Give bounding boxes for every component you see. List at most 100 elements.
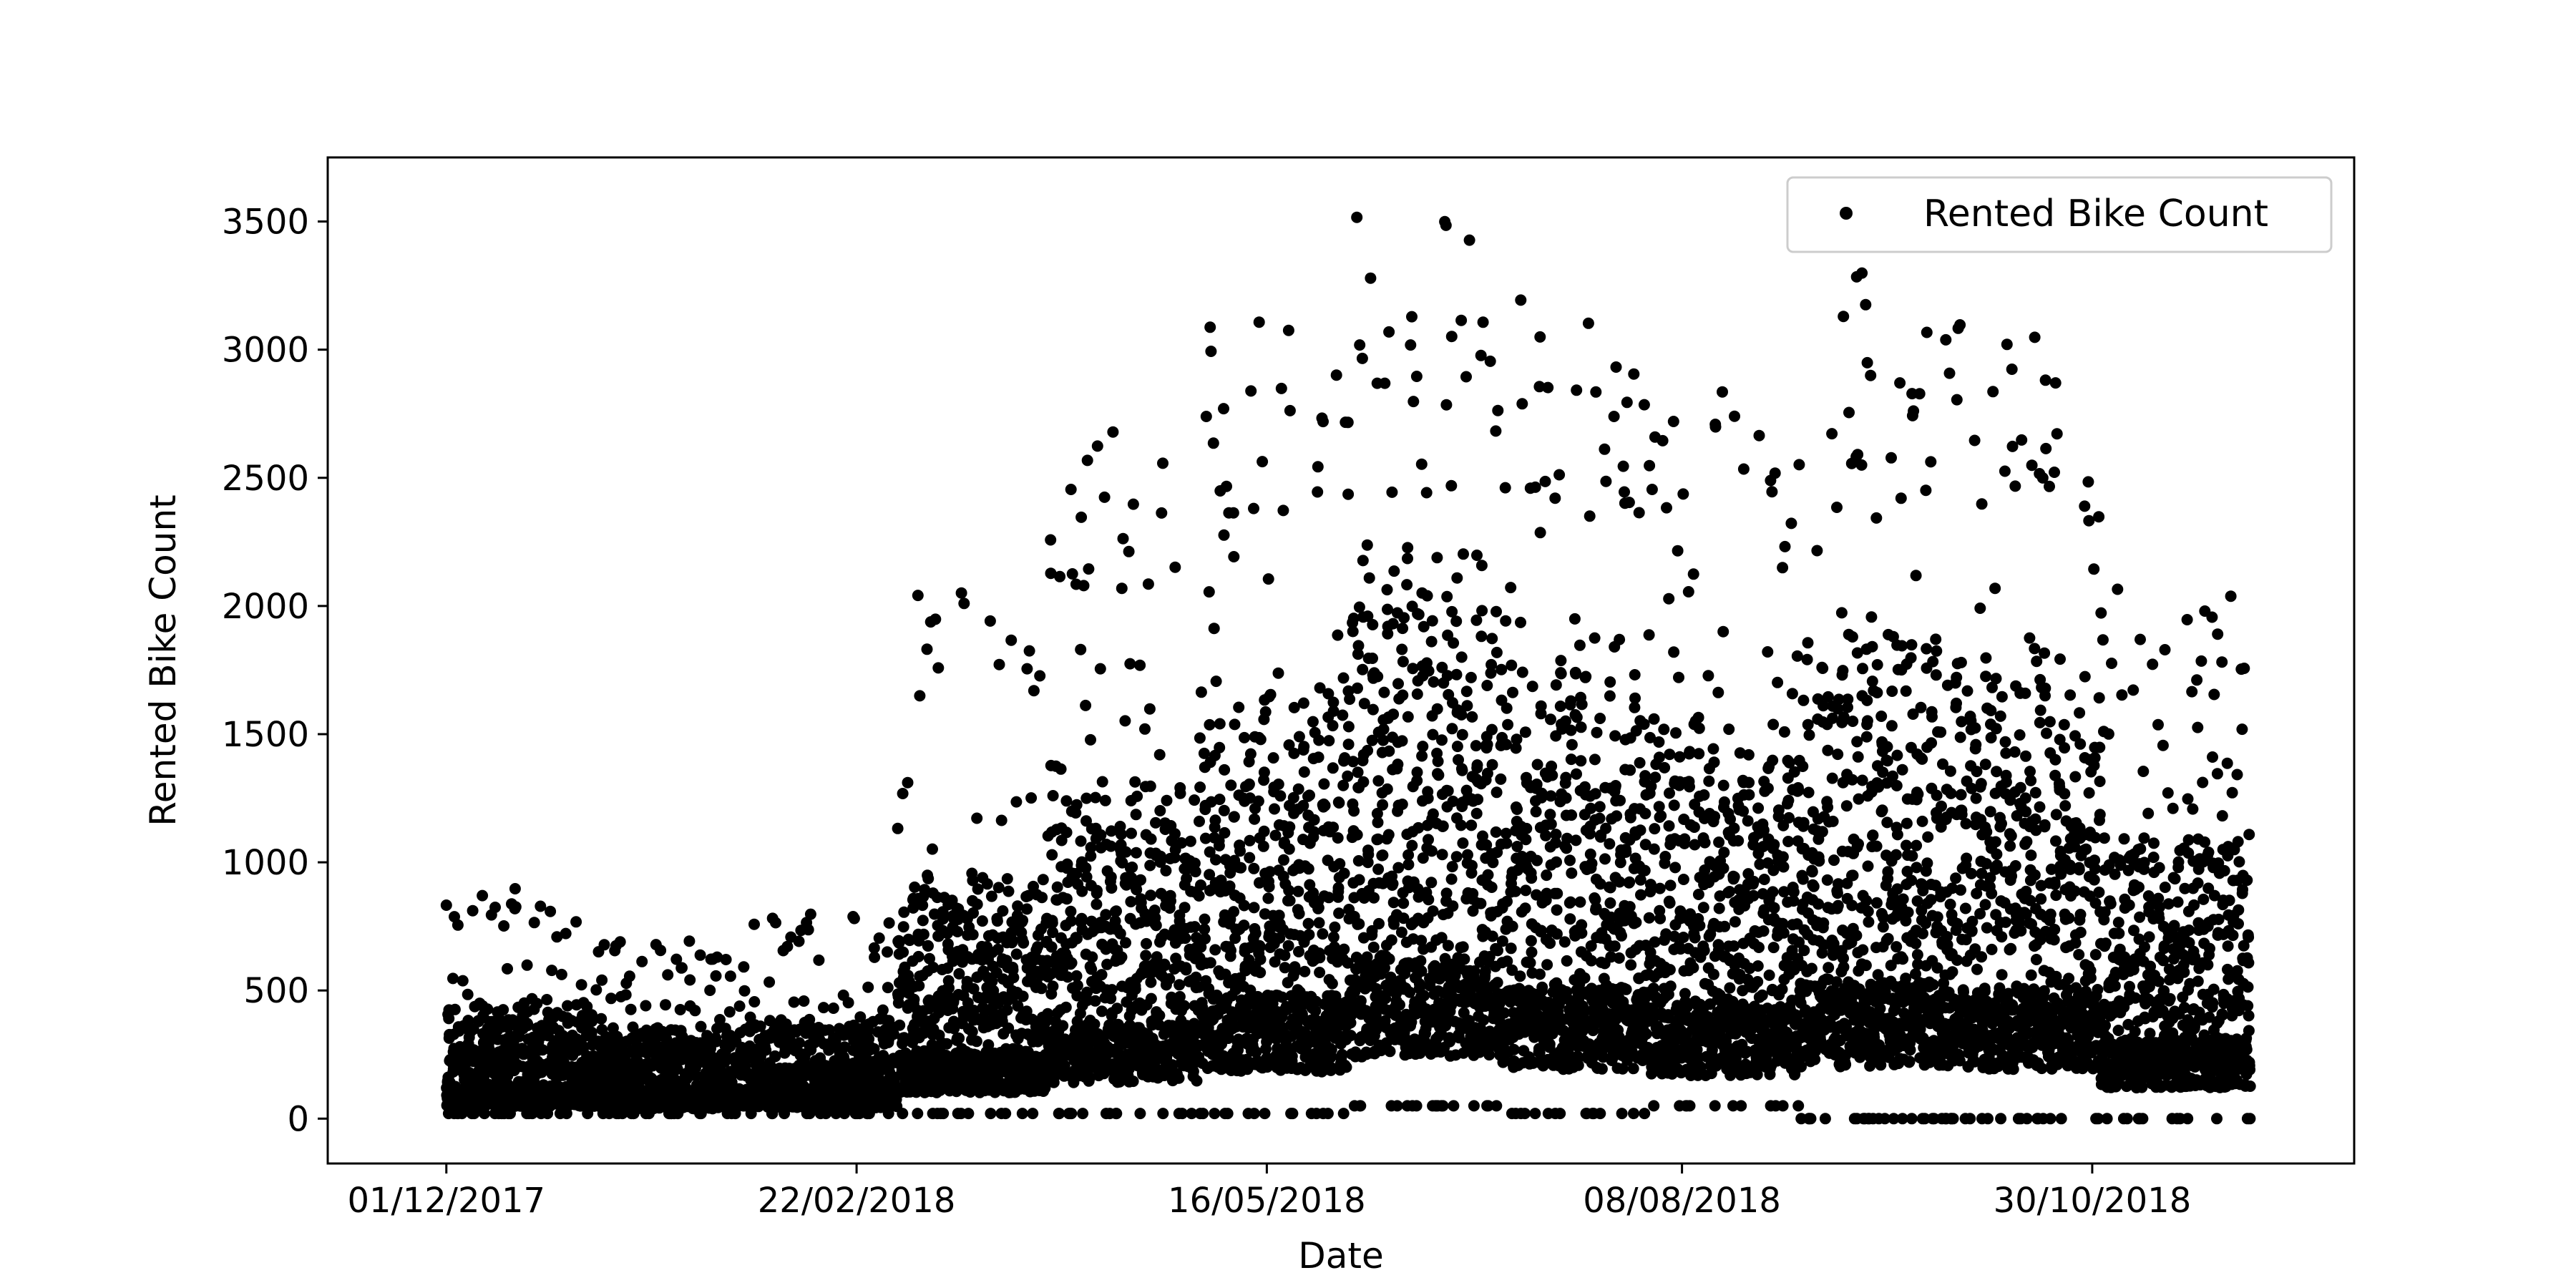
data-point: [585, 1026, 597, 1038]
data-point: [1385, 934, 1397, 946]
data-point: [1248, 502, 1259, 514]
data-point: [1437, 1100, 1449, 1112]
data-point: [1205, 346, 1217, 357]
data-point: [1010, 796, 1023, 808]
data-point: [1330, 369, 1342, 381]
data-point: [1259, 706, 1272, 718]
data-point: [952, 926, 964, 937]
data-point: [1111, 1002, 1123, 1015]
data-point: [570, 916, 582, 928]
data-point: [1284, 894, 1296, 907]
data-point: [1157, 1108, 1169, 1120]
data-point: [1197, 1108, 1209, 1120]
data-point: [941, 1038, 953, 1050]
data-point: [1352, 766, 1364, 779]
data-point: [1342, 721, 1355, 733]
data-point: [1174, 979, 1186, 991]
data-point: [1163, 973, 1176, 985]
data-point: [1308, 826, 1320, 838]
data-point: [1126, 827, 1137, 839]
data-point: [1249, 813, 1261, 825]
data-point: [1047, 790, 1059, 801]
data-point: [1221, 480, 1232, 492]
data-point: [607, 1022, 619, 1034]
data-point: [1299, 965, 1311, 977]
data-point: [1384, 1045, 1396, 1058]
data-point: [1352, 682, 1363, 694]
data-point: [1239, 731, 1250, 743]
data-point: [1145, 889, 1157, 902]
data-point: [1060, 893, 1073, 905]
data-point: [627, 1021, 639, 1033]
data-point: [1445, 873, 1458, 885]
data-point: [1448, 637, 1460, 649]
data-point: [908, 993, 920, 1005]
data-point: [596, 974, 608, 986]
data-point: [1406, 839, 1418, 852]
data-point: [1402, 552, 1413, 565]
data-point: [1094, 663, 1106, 675]
data-point: [1332, 629, 1344, 641]
data-point: [1125, 896, 1137, 908]
data-point: [1027, 1108, 1039, 1120]
data-point: [1394, 999, 1405, 1011]
data-point: [1284, 821, 1296, 833]
data-point: [1116, 951, 1128, 963]
data-point: [1189, 794, 1201, 806]
data-point: [1357, 776, 1370, 788]
data-point: [1254, 941, 1266, 953]
data-point: [1284, 404, 1296, 416]
data-point: [546, 965, 558, 977]
data-point: [457, 975, 469, 987]
data-point: [1372, 670, 1384, 683]
data-point: [921, 643, 933, 655]
data-point: [1258, 825, 1270, 837]
data-point: [1383, 326, 1395, 338]
data-point: [962, 1108, 975, 1120]
data-point: [1440, 399, 1453, 411]
data-point: [1292, 783, 1304, 795]
data-point: [1060, 1001, 1072, 1013]
data-point: [813, 954, 825, 966]
data-point: [1353, 874, 1365, 886]
data-point: [1410, 1100, 1423, 1112]
data-point: [1293, 907, 1305, 919]
data-point: [1123, 545, 1135, 557]
data-point: [1129, 776, 1141, 788]
data-point: [1415, 458, 1428, 470]
data-point: [1190, 971, 1202, 983]
data-point: [1051, 881, 1063, 893]
data-point: [1440, 219, 1452, 231]
data-point: [1442, 785, 1454, 797]
data-point: [531, 997, 543, 1010]
data-point: [1165, 895, 1176, 907]
data-point: [1010, 948, 1023, 960]
data-point: [1465, 671, 1477, 683]
data-point: [1111, 1108, 1123, 1120]
data-point: [997, 905, 1009, 917]
data-point: [1244, 748, 1257, 760]
data-point: [1234, 845, 1246, 857]
data-point: [1383, 953, 1395, 965]
data-point: [1227, 507, 1239, 519]
data-point: [1115, 829, 1127, 840]
data-point: [897, 921, 909, 933]
data-point: [1116, 582, 1128, 595]
data-point: [1356, 352, 1368, 364]
data-point: [497, 1004, 509, 1016]
data-point: [1418, 990, 1430, 1002]
data-point: [984, 615, 996, 627]
data-point: [1411, 688, 1423, 700]
data-point: [1397, 655, 1409, 668]
data-point: [1402, 711, 1414, 723]
data-point: [1448, 1100, 1460, 1112]
data-point: [1293, 946, 1304, 957]
data-point: [1396, 735, 1408, 747]
data-point: [1145, 992, 1157, 1005]
data-point: [1021, 903, 1033, 915]
data-point: [1189, 921, 1201, 933]
data-point: [1456, 728, 1468, 741]
data-point: [804, 908, 816, 920]
data-point: [723, 1006, 736, 1018]
data-point: [1000, 1108, 1012, 1120]
